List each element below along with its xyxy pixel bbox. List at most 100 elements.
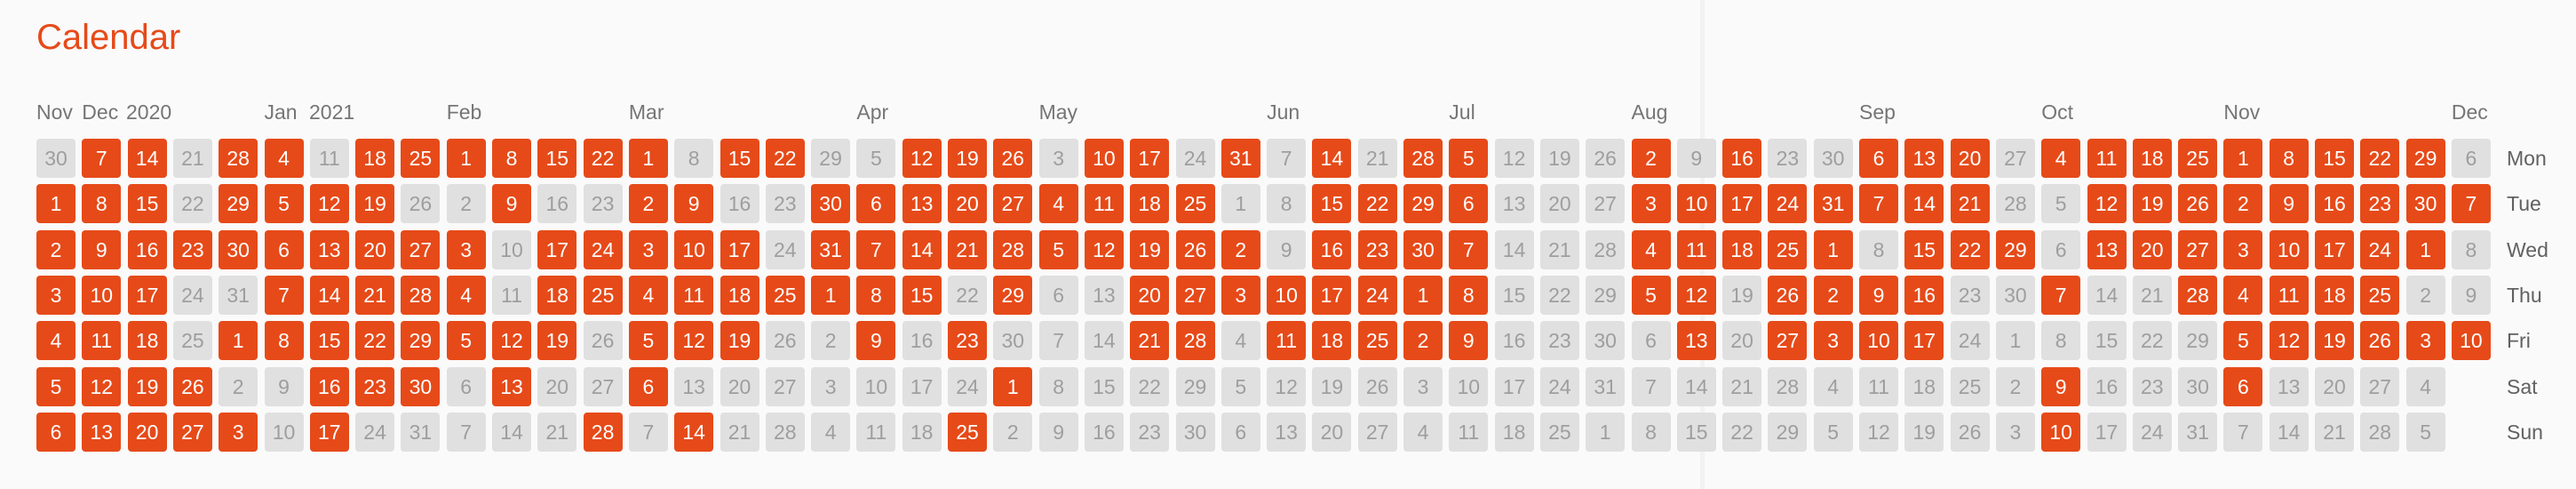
- day-cell[interactable]: 7: [1449, 229, 1489, 269]
- day-cell[interactable]: 17: [537, 229, 577, 269]
- day-cell[interactable]: 12: [1084, 229, 1124, 269]
- day-cell[interactable]: 3: [628, 229, 668, 269]
- day-cell[interactable]: 10: [2269, 229, 2309, 269]
- day-cell[interactable]: 28: [219, 139, 258, 178]
- day-cell[interactable]: 27: [583, 366, 623, 406]
- day-cell[interactable]: 10: [82, 275, 122, 315]
- day-cell[interactable]: 29: [1175, 366, 1215, 406]
- day-cell[interactable]: 20: [1130, 275, 1170, 315]
- day-cell[interactable]: 12: [1676, 275, 1716, 315]
- day-cell[interactable]: 16: [1722, 139, 1762, 178]
- day-cell[interactable]: 26: [172, 366, 212, 406]
- day-cell[interactable]: 10: [856, 366, 896, 406]
- day-cell[interactable]: 1: [219, 321, 258, 361]
- day-cell[interactable]: 29: [401, 321, 441, 361]
- day-cell[interactable]: 2: [2405, 275, 2445, 315]
- day-cell[interactable]: 12: [492, 321, 531, 361]
- day-cell[interactable]: 3: [1220, 275, 1260, 315]
- day-cell[interactable]: 17: [1130, 139, 1170, 178]
- day-cell[interactable]: 23: [1768, 139, 1808, 178]
- day-cell[interactable]: 28: [765, 412, 805, 452]
- day-cell[interactable]: 14: [2269, 412, 2309, 452]
- day-cell[interactable]: 20: [1312, 412, 1352, 452]
- day-cell[interactable]: 7: [2041, 275, 2081, 315]
- day-cell[interactable]: 6: [1449, 184, 1489, 224]
- day-cell[interactable]: 22: [1722, 412, 1762, 452]
- day-cell[interactable]: 9: [492, 184, 531, 224]
- day-cell[interactable]: 15: [127, 184, 167, 224]
- day-cell[interactable]: 28: [1768, 366, 1808, 406]
- day-cell[interactable]: 21: [1357, 139, 1397, 178]
- day-cell[interactable]: 4: [264, 139, 304, 178]
- day-cell[interactable]: 3: [36, 275, 76, 315]
- day-cell[interactable]: 6: [2451, 139, 2491, 178]
- day-cell[interactable]: 10: [264, 412, 304, 452]
- day-cell[interactable]: 23: [2360, 184, 2400, 224]
- day-cell[interactable]: 18: [720, 275, 759, 315]
- day-cell[interactable]: 19: [1312, 366, 1352, 406]
- day-cell[interactable]: 21: [720, 412, 759, 452]
- day-cell[interactable]: 8: [1038, 366, 1078, 406]
- day-cell[interactable]: 8: [2269, 139, 2309, 178]
- day-cell[interactable]: 18: [902, 412, 942, 452]
- day-cell[interactable]: 21: [1130, 321, 1170, 361]
- day-cell[interactable]: 26: [1950, 412, 1990, 452]
- day-cell[interactable]: 15: [1904, 229, 1944, 269]
- day-cell[interactable]: 1: [811, 275, 851, 315]
- day-cell[interactable]: 16: [1494, 321, 1534, 361]
- day-cell[interactable]: 24: [2132, 412, 2172, 452]
- day-cell[interactable]: 30: [1403, 229, 1443, 269]
- day-cell[interactable]: 19: [355, 184, 395, 224]
- day-cell[interactable]: 26: [2178, 184, 2218, 224]
- day-cell[interactable]: 28: [1403, 139, 1443, 178]
- day-cell[interactable]: 21: [172, 139, 212, 178]
- day-cell[interactable]: 28: [1175, 321, 1215, 361]
- day-cell[interactable]: 11: [492, 275, 531, 315]
- day-cell[interactable]: 12: [1494, 139, 1534, 178]
- day-cell[interactable]: 14: [902, 229, 942, 269]
- day-cell[interactable]: 30: [811, 184, 851, 224]
- day-cell[interactable]: 2: [1813, 275, 1853, 315]
- day-cell[interactable]: 27: [765, 366, 805, 406]
- day-cell[interactable]: 19: [948, 139, 987, 178]
- day-cell[interactable]: 31: [219, 275, 258, 315]
- day-cell[interactable]: 21: [2315, 412, 2354, 452]
- day-cell[interactable]: 6: [1631, 321, 1671, 361]
- day-cell[interactable]: 14: [1494, 229, 1534, 269]
- day-cell[interactable]: 6: [2223, 366, 2263, 406]
- day-cell[interactable]: 10: [674, 229, 714, 269]
- day-cell[interactable]: 20: [2132, 229, 2172, 269]
- day-cell[interactable]: 19: [1539, 139, 1579, 178]
- day-cell[interactable]: 19: [1904, 412, 1944, 452]
- day-cell[interactable]: 4: [2223, 275, 2263, 315]
- day-cell[interactable]: 1: [36, 184, 76, 224]
- day-cell[interactable]: 11: [2269, 275, 2309, 315]
- day-cell[interactable]: 17: [1904, 321, 1944, 361]
- day-cell[interactable]: 15: [537, 139, 577, 178]
- day-cell[interactable]: 5: [1220, 366, 1260, 406]
- day-cell[interactable]: 5: [36, 366, 76, 406]
- day-cell[interactable]: 22: [355, 321, 395, 361]
- day-cell[interactable]: 8: [1267, 184, 1307, 224]
- day-cell[interactable]: 20: [537, 366, 577, 406]
- day-cell[interactable]: 14: [1312, 139, 1352, 178]
- day-cell[interactable]: 6: [264, 229, 304, 269]
- day-cell[interactable]: 4: [446, 275, 486, 315]
- day-cell[interactable]: 13: [902, 184, 942, 224]
- day-cell[interactable]: 24: [1175, 139, 1215, 178]
- day-cell[interactable]: 27: [1357, 412, 1397, 452]
- day-cell[interactable]: 30: [1813, 139, 1853, 178]
- day-cell[interactable]: 18: [1722, 229, 1762, 269]
- day-cell[interactable]: 28: [583, 412, 623, 452]
- day-cell[interactable]: 22: [1950, 229, 1990, 269]
- day-cell[interactable]: 18: [537, 275, 577, 315]
- day-cell[interactable]: 25: [1539, 412, 1579, 452]
- day-cell[interactable]: 2: [446, 184, 486, 224]
- day-cell[interactable]: 15: [1494, 275, 1534, 315]
- day-cell[interactable]: 25: [583, 275, 623, 315]
- day-cell[interactable]: 13: [492, 366, 531, 406]
- day-cell[interactable]: 19: [2132, 184, 2172, 224]
- day-cell[interactable]: 7: [1631, 366, 1671, 406]
- day-cell[interactable]: 3: [219, 412, 258, 452]
- day-cell[interactable]: 6: [36, 412, 76, 452]
